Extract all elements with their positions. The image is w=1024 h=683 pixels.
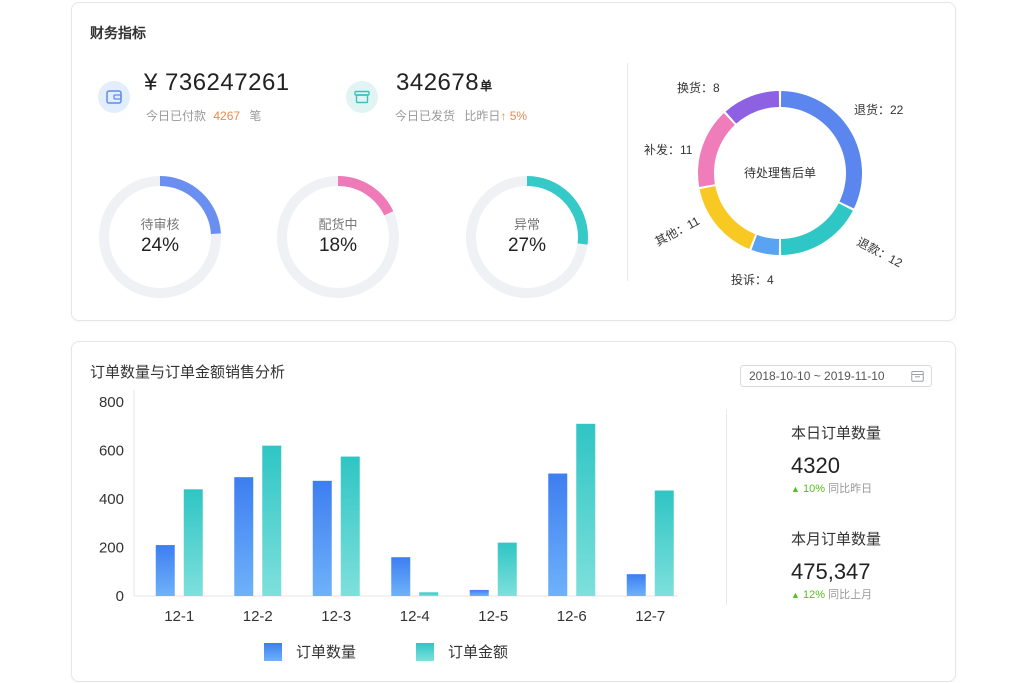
ring-picking-chart <box>277 176 399 298</box>
x-tick-label: 12-7 <box>635 608 665 625</box>
paid-label: 今日已付款 <box>146 109 207 123</box>
ring-progress-arc <box>277 176 399 298</box>
donut-label-reissue: 补发：11 <box>644 143 693 157</box>
bar-order-amount-12-5[interactable] <box>497 542 517 596</box>
today-orders-value: 4320 <box>791 453 840 478</box>
donut-segment-5 <box>725 91 780 124</box>
ring-label: 配货中 <box>318 217 358 232</box>
finance-card: 财务指标 ¥ 736247261 今日已付款 4267 笔 342678单 今日… <box>71 2 956 321</box>
shipped-label: 今日已发货 <box>395 109 456 123</box>
ring-pending-review: 待审核 24% <box>97 174 223 300</box>
legend-order-count[interactable]: 订单数量 <box>264 641 356 662</box>
sales-title: 订单数量与订单金额销售分析 <box>90 364 286 381</box>
ring-label: 待审核 <box>140 217 180 232</box>
bar-order-amount-12-7[interactable] <box>654 490 674 596</box>
triangle-up-icon: ▲ <box>791 484 800 494</box>
paid-count: 4267 <box>213 109 241 123</box>
donut-segment-0 <box>780 91 862 209</box>
shipped-compare-label: 比昨日 <box>464 109 501 123</box>
x-tick-label: 12-4 <box>400 608 430 625</box>
month-change-pct: 12% <box>802 589 826 601</box>
ring-progress-arc <box>99 176 221 298</box>
box-icon <box>346 81 378 113</box>
y-tick-labels: 800 600 400 200 0 <box>99 394 124 605</box>
bar-order-count-12-1[interactable] <box>155 545 175 596</box>
donut-label-complaint: 投诉：4 <box>731 273 774 287</box>
ring-exception-chart <box>466 176 588 298</box>
ring-exception: 异常 27% <box>464 174 590 300</box>
wallet-icon <box>98 81 130 113</box>
y-tick-label: 800 <box>99 394 124 411</box>
legend-order-amount[interactable]: 订单金额 <box>416 641 508 662</box>
calendar-icon <box>911 370 924 385</box>
month-orders-change: ▲ 12% 同比上月 <box>791 586 872 602</box>
shipped-amount: 342678单 <box>396 69 493 97</box>
bar-order-count-12-4[interactable] <box>391 557 411 596</box>
legend-label: 订单金额 <box>448 644 509 661</box>
legend-label: 订单数量 <box>296 644 357 661</box>
bar-order-amount-12-2[interactable] <box>262 445 282 596</box>
date-range-value: 2018-10-10 ~ 2019-11-10 <box>749 369 885 383</box>
bar-order-count-12-3[interactable] <box>312 480 332 596</box>
shipped-sub: 今日已发货 比昨日↑ 5% <box>395 107 527 124</box>
bar-order-amount-12-4[interactable] <box>419 592 439 596</box>
x-tick-label: 12-5 <box>478 608 508 625</box>
bar-order-count-12-7[interactable] <box>626 574 646 596</box>
y-tick-label: 600 <box>99 443 124 460</box>
after-sales-donut: 待处理售后单 <box>698 91 862 255</box>
ring-progress-arc <box>466 176 588 298</box>
ring-pending-review-chart <box>99 176 221 298</box>
today-orders-title: 本日订单数量 <box>791 425 882 442</box>
donut-center-label: 待处理售后单 <box>744 165 816 180</box>
date-range-picker[interactable]: 2018-10-10 ~ 2019-11-10 <box>740 365 932 387</box>
x-tick-label: 12-1 <box>164 608 194 625</box>
finance-divider <box>627 63 628 281</box>
bars <box>155 423 674 596</box>
ring-picking: 配货中 18% <box>275 174 401 300</box>
arrow-up-icon: ↑ <box>500 109 507 123</box>
donut-segment-3 <box>699 186 756 250</box>
paid-amount: ¥ 736247261 <box>144 69 290 96</box>
x-tick-label: 12-6 <box>557 608 587 625</box>
legend-swatch-teal <box>416 642 434 661</box>
bar-order-count-12-5[interactable] <box>469 589 489 596</box>
today-change-pct: 10% <box>802 483 826 495</box>
donut-segment-2 <box>751 234 780 255</box>
legend-swatch-blue <box>264 642 282 661</box>
ring-value: 24% <box>140 235 180 256</box>
month-compare-label: 同比上月 <box>828 589 873 601</box>
ring-label: 异常 <box>513 217 540 232</box>
donut-segment-4 <box>698 113 735 187</box>
shipped-amount-value: 342678 <box>396 69 480 96</box>
shipped-amount-unit: 单 <box>480 79 493 93</box>
y-tick-label: 0 <box>116 588 124 605</box>
month-orders-value: 475,347 <box>791 559 871 584</box>
paid-unit: 笔 <box>249 109 262 123</box>
y-tick-label: 400 <box>99 491 124 508</box>
donut-label-return: 退货：22 <box>854 103 904 117</box>
y-tick-label: 200 <box>99 540 124 557</box>
shipped-compare-value: 5% <box>509 109 528 123</box>
bar-order-count-12-6[interactable] <box>548 473 568 596</box>
paid-sub: 今日已付款 4267 笔 <box>146 107 261 124</box>
finance-title: 财务指标 <box>90 25 146 41</box>
today-orders-change: ▲ 10% 同比昨日 <box>791 480 872 496</box>
bar-order-amount-12-1[interactable] <box>183 489 203 596</box>
sales-card: 订单数量与订单金额销售分析 2018-10-10 ~ 2019-11-10 80… <box>71 341 956 682</box>
month-orders-title: 本月订单数量 <box>791 531 882 548</box>
bar-order-amount-12-3[interactable] <box>340 456 360 596</box>
bar-order-amount-12-6[interactable] <box>576 423 596 596</box>
x-tick-label: 12-3 <box>321 608 351 625</box>
triangle-up-icon: ▲ <box>791 590 800 600</box>
donut-label-exchange: 换货：8 <box>677 81 720 95</box>
bar-order-count-12-2[interactable] <box>234 477 254 596</box>
ring-value: 27% <box>507 235 547 256</box>
x-tick-labels: 12-1 12-2 12-3 12-4 12-5 12-6 12-7 <box>164 608 665 625</box>
x-tick-label: 12-2 <box>243 608 273 625</box>
sales-divider <box>726 410 727 605</box>
today-compare-label: 同比昨日 <box>828 483 873 495</box>
ring-value: 18% <box>318 235 358 256</box>
donut-segment-1 <box>780 203 853 255</box>
